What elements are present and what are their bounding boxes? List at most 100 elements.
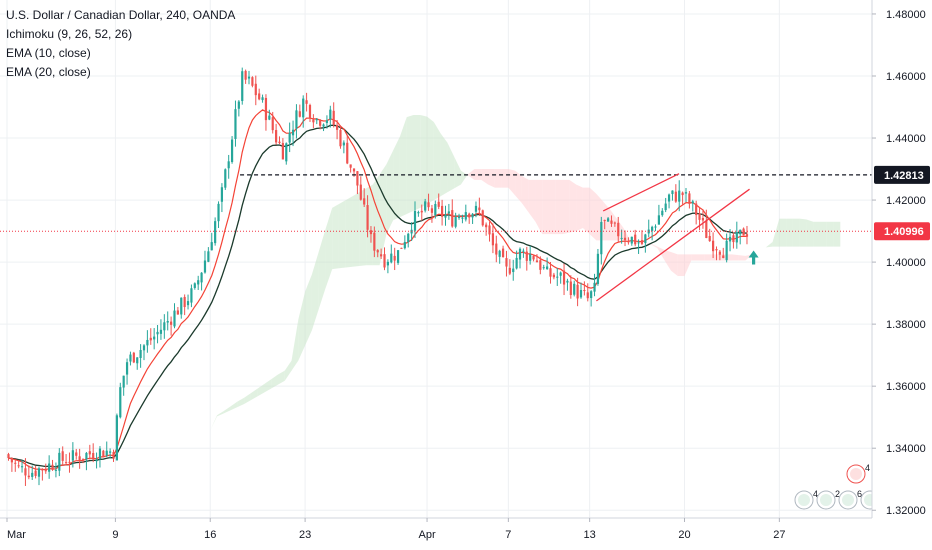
candle-body bbox=[644, 234, 647, 244]
candle-body bbox=[122, 375, 125, 388]
candle-body bbox=[325, 120, 329, 124]
indicator-ichimoku[interactable]: Ichimoku (9, 26, 52, 26) bbox=[6, 27, 133, 41]
candle-body bbox=[542, 267, 545, 269]
candle-body bbox=[102, 450, 105, 457]
cloud-segment bbox=[562, 179, 570, 235]
current-price-label: 1.40996 bbox=[884, 226, 924, 238]
cloud-segment bbox=[603, 201, 610, 241]
candle-body bbox=[434, 204, 437, 216]
candle-body bbox=[600, 221, 603, 255]
cloud-segment bbox=[515, 170, 522, 204]
candle-body bbox=[695, 203, 698, 216]
candle-body bbox=[661, 210, 664, 216]
cloud-segment bbox=[772, 218, 780, 247]
cloud-segment bbox=[501, 169, 509, 188]
candle-body bbox=[27, 475, 30, 478]
candle-body bbox=[522, 250, 525, 252]
candle-body bbox=[546, 266, 549, 270]
cloud-segment bbox=[542, 179, 549, 235]
cloud-segment bbox=[352, 192, 360, 267]
candle-body bbox=[745, 234, 749, 237]
cloud-segment bbox=[799, 218, 807, 247]
channel-upper-line bbox=[602, 173, 680, 212]
candle-body bbox=[244, 70, 247, 80]
price-tick-label: 1.36000 bbox=[886, 381, 926, 393]
candle-body bbox=[10, 458, 13, 463]
candle-body bbox=[278, 141, 281, 144]
candle-body bbox=[24, 468, 27, 476]
candle-body bbox=[640, 240, 644, 244]
candle-body bbox=[380, 254, 383, 257]
candle-body bbox=[142, 345, 146, 351]
candle-body bbox=[667, 194, 671, 202]
cloud-segment bbox=[440, 133, 448, 197]
candle-body bbox=[684, 192, 688, 194]
candle-body bbox=[722, 255, 725, 259]
candle-body bbox=[139, 349, 142, 358]
cloud-segment bbox=[664, 249, 671, 271]
candle-body bbox=[620, 237, 623, 239]
candle-body bbox=[346, 142, 349, 164]
candle-body bbox=[613, 222, 616, 224]
cloud-segment bbox=[481, 169, 489, 185]
candle-body bbox=[437, 201, 440, 207]
cloud-segment bbox=[820, 221, 827, 247]
candle-body bbox=[498, 250, 501, 257]
resistance-price-label: 1.42813 bbox=[884, 170, 924, 182]
event-flag-fill bbox=[850, 468, 862, 480]
candle-body bbox=[48, 463, 51, 472]
candle-body bbox=[227, 161, 230, 169]
cloud-segment bbox=[698, 254, 705, 261]
candle-body bbox=[254, 83, 257, 96]
grid bbox=[0, 0, 872, 518]
candle-body bbox=[322, 124, 325, 127]
candle-body bbox=[681, 192, 684, 196]
candle-body bbox=[596, 253, 600, 284]
price-tick-label: 1.46000 bbox=[886, 71, 926, 83]
candle-body bbox=[180, 297, 183, 315]
cloud-segment bbox=[731, 254, 739, 261]
event-count: 2 bbox=[835, 489, 840, 499]
candle-body bbox=[691, 201, 694, 204]
cloud-segment bbox=[670, 252, 678, 277]
cloud-segment bbox=[433, 122, 441, 201]
indicator-ema-20[interactable]: EMA (20, close) bbox=[6, 65, 91, 79]
candle-body bbox=[512, 268, 515, 273]
cloud-segment bbox=[813, 221, 820, 247]
candle-body bbox=[529, 254, 532, 261]
cloud-segment bbox=[508, 169, 516, 196]
candle-body bbox=[363, 198, 366, 205]
cloud-segment bbox=[203, 430, 211, 462]
candle-body bbox=[271, 117, 274, 131]
cloud-segment bbox=[759, 247, 766, 249]
candle-body bbox=[464, 212, 467, 220]
candle-body bbox=[312, 119, 315, 123]
candle-body bbox=[115, 415, 118, 461]
candle-body bbox=[586, 292, 589, 299]
candle-body bbox=[417, 212, 420, 214]
cloud-segment bbox=[318, 229, 326, 310]
price-tick-label: 1.42000 bbox=[886, 195, 926, 207]
up-arrow-icon bbox=[748, 250, 759, 265]
candle-body bbox=[261, 97, 264, 101]
indicator-ema-10[interactable]: EMA (10, close) bbox=[6, 46, 91, 60]
cloud-segment bbox=[210, 415, 218, 431]
event-count: 4 bbox=[865, 463, 870, 473]
cloud-segment bbox=[298, 291, 306, 361]
cloud-segment bbox=[447, 142, 455, 193]
cloud-segment bbox=[454, 156, 461, 189]
candle-body bbox=[112, 452, 115, 459]
candle-body bbox=[258, 93, 261, 100]
ema20-line bbox=[8, 124, 748, 468]
cloud-segment bbox=[305, 274, 312, 346]
candle-body bbox=[329, 109, 332, 120]
ichimoku-cloud bbox=[95, 115, 841, 463]
candle-body bbox=[335, 124, 339, 130]
candle-body bbox=[37, 468, 41, 477]
candle-body bbox=[718, 251, 721, 255]
candle-body bbox=[712, 240, 715, 252]
candle-body bbox=[156, 331, 159, 335]
event-markers: 44264 bbox=[794, 463, 884, 510]
cloud-segment bbox=[833, 221, 841, 247]
